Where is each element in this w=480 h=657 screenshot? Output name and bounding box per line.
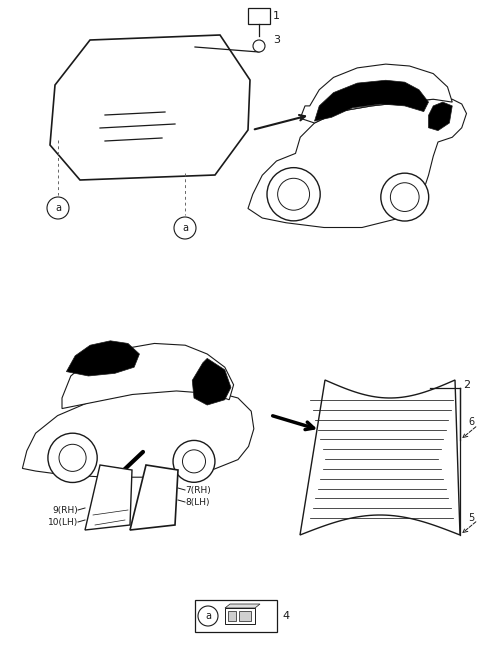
Text: 1: 1 — [273, 11, 280, 21]
Text: 6: 6 — [468, 417, 474, 427]
Polygon shape — [429, 102, 452, 131]
Circle shape — [173, 440, 215, 482]
Circle shape — [174, 217, 196, 239]
Circle shape — [381, 173, 429, 221]
Bar — [239, 611, 251, 621]
Polygon shape — [225, 604, 260, 608]
Polygon shape — [62, 344, 234, 409]
Text: a: a — [182, 223, 188, 233]
Text: 5: 5 — [468, 513, 474, 523]
Polygon shape — [248, 99, 467, 227]
Polygon shape — [300, 64, 452, 123]
Circle shape — [59, 444, 86, 471]
Polygon shape — [66, 341, 139, 376]
Text: 9(RH): 9(RH) — [52, 505, 78, 514]
Text: 2: 2 — [463, 380, 470, 390]
Circle shape — [182, 450, 205, 473]
Text: 10(LH): 10(LH) — [48, 518, 78, 526]
Polygon shape — [192, 359, 231, 405]
Circle shape — [390, 183, 419, 212]
Polygon shape — [314, 80, 429, 121]
Circle shape — [198, 606, 218, 626]
Polygon shape — [50, 35, 250, 180]
Polygon shape — [85, 465, 132, 530]
Circle shape — [267, 168, 320, 221]
Text: 8(LH): 8(LH) — [185, 497, 209, 507]
Text: 7(RH): 7(RH) — [185, 486, 211, 495]
Text: 4: 4 — [282, 611, 289, 621]
Circle shape — [47, 197, 69, 219]
Circle shape — [253, 40, 265, 52]
Circle shape — [277, 178, 310, 210]
Bar — [248, 8, 270, 24]
Text: a: a — [55, 203, 61, 213]
Circle shape — [48, 433, 97, 482]
Text: a: a — [205, 611, 211, 621]
Bar — [225, 608, 255, 624]
Polygon shape — [300, 380, 460, 535]
Bar — [228, 611, 236, 621]
Text: 3: 3 — [273, 35, 280, 45]
Bar — [195, 600, 277, 632]
Polygon shape — [130, 465, 178, 530]
Polygon shape — [23, 389, 254, 477]
